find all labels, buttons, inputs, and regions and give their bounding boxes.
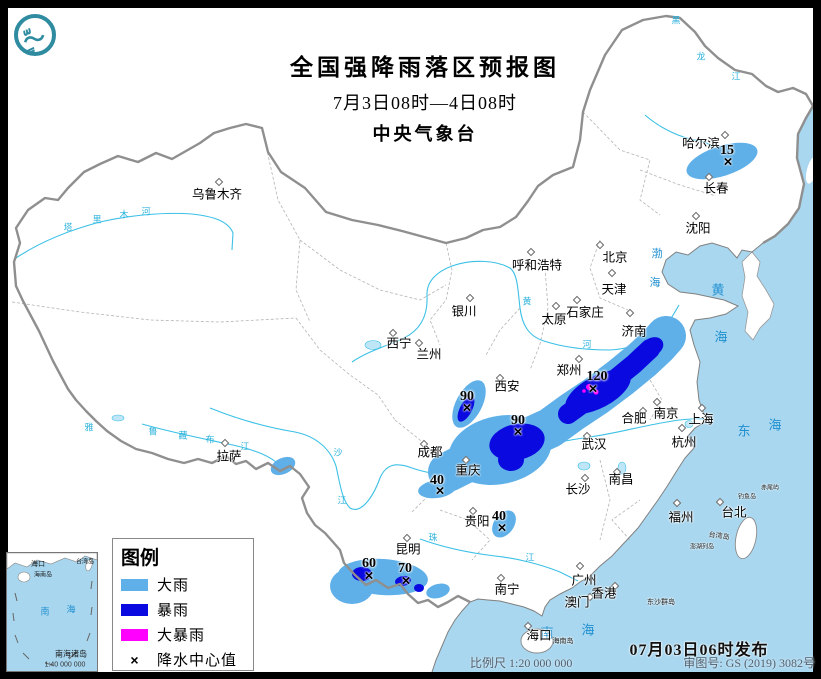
inset-label: 海 xyxy=(66,604,76,615)
legend-row: 大暴雨 xyxy=(121,622,245,647)
logo-swirl-icon: ٍّ〜 xyxy=(20,24,48,54)
legend-label: 降水中心值 xyxy=(157,652,238,669)
legend-panel: 图例 大雨暴雨大暴雨 × 降水中心值 xyxy=(112,538,254,671)
inset-label: 海南岛 xyxy=(33,572,53,579)
agency-name: 中央气象台 xyxy=(372,124,478,144)
legend-label: 大雨 xyxy=(157,577,190,594)
legend-swatch xyxy=(121,578,148,591)
legend-swatch xyxy=(121,603,148,616)
inset-label: 南海诸岛 xyxy=(55,649,87,659)
map-meta-line: 比例尺 1:20 000 000 审图号: GS (2019) 3082号 xyxy=(470,654,815,671)
nine-dash-line xyxy=(12,580,93,666)
map-scale: 比例尺 1:20 000 000 xyxy=(470,656,573,670)
legend-row-center-value: × 降水中心值 xyxy=(121,647,245,672)
page-title: 全国强降雨落区预报图 xyxy=(290,54,560,80)
legend-row: 大雨 xyxy=(121,572,245,597)
inset-label: 台湾岛 xyxy=(75,559,95,566)
inset-label: 1:40 000 000 xyxy=(44,661,86,669)
inset-map xyxy=(7,553,97,666)
legend-label: 大暴雨 xyxy=(157,627,206,644)
meteorological-agency-logo: ٍّ〜 xyxy=(14,14,56,56)
inset-label: 南 xyxy=(40,606,50,617)
legend-swatch xyxy=(121,628,148,641)
forecast-date-range: 7月3日08时—4日08时 xyxy=(333,93,517,113)
legend-title: 图例 xyxy=(121,548,160,569)
map-header: 全国强降雨落区预报图 7月3日08时—4日08时 中央气象台 xyxy=(240,48,610,146)
south-china-sea-inset: 海口海南岛 台湾岛南 海南海诸岛 1:40 000 000 xyxy=(6,552,98,672)
approval-number: 审图号: GS (2019) 3082号 xyxy=(683,656,815,670)
legend-row: 暴雨 xyxy=(121,597,245,622)
cross-icon: × xyxy=(130,651,139,668)
release-time: 07月03日06时发布 xyxy=(629,642,769,659)
inset-label: 海口 xyxy=(31,561,45,568)
legend-label: 暴雨 xyxy=(157,602,190,619)
